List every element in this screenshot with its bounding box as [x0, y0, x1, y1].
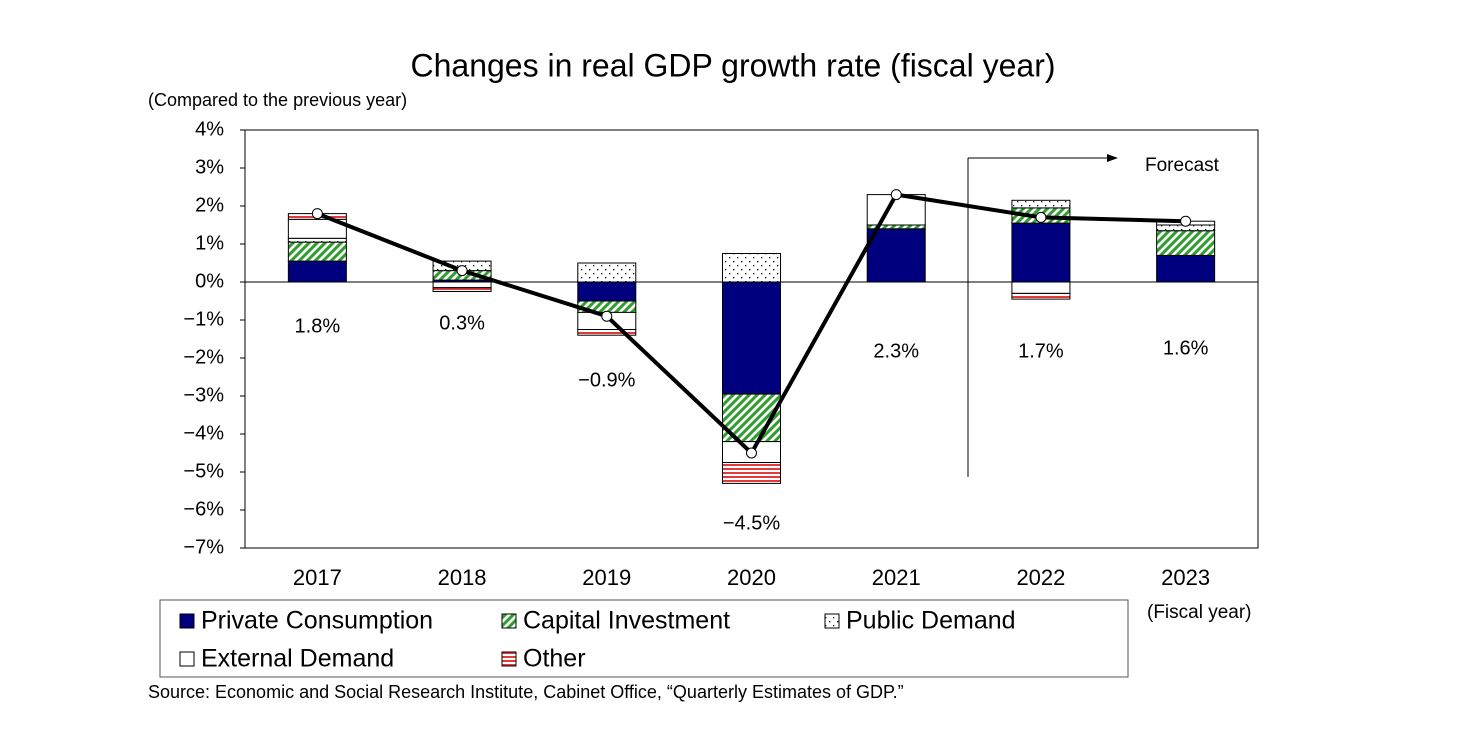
- bar-segment: [1011, 222, 1071, 283]
- data-label: −4.5%: [723, 512, 780, 534]
- y-tick-label: 4%: [195, 118, 224, 140]
- y-tick-label: −3%: [183, 384, 224, 406]
- legend-label: Private Consumption: [201, 607, 433, 635]
- y-tick-label: 2%: [195, 194, 224, 216]
- legend-swatch: [824, 613, 840, 629]
- bar-segment: [287, 237, 347, 243]
- data-label: 1.6%: [1163, 337, 1209, 359]
- annotation: Forecast: [1145, 155, 1220, 176]
- plot-area: [244, 129, 1259, 549]
- legend-swatch: [179, 613, 195, 629]
- legend-swatch: [501, 651, 517, 667]
- bar-segment: [432, 281, 492, 289]
- bar-segment: [577, 281, 637, 302]
- x-tick-label: 2017: [293, 565, 342, 590]
- total-marker: [890, 189, 902, 201]
- y-tick-label: −5%: [183, 460, 224, 482]
- legend-label: Public Demand: [846, 607, 1016, 635]
- data-label: 1.7%: [1018, 340, 1064, 362]
- x-tick-label: 2023: [1161, 565, 1210, 590]
- data-label: 2.3%: [873, 340, 919, 362]
- total-marker: [1180, 215, 1192, 227]
- bar-segment: [722, 281, 781, 395]
- data-label: 0.3%: [439, 312, 485, 334]
- y-tick-label: −1%: [183, 308, 224, 330]
- bar-segment: [1156, 230, 1216, 256]
- y-tick-label: −7%: [183, 536, 224, 558]
- y-axis-label: (Compared to the previous year): [148, 90, 407, 110]
- legend-swatch: [501, 613, 517, 629]
- total-marker: [456, 265, 468, 277]
- bar-segment: [1011, 281, 1071, 294]
- bar-segment: [287, 260, 347, 283]
- source: Source: Economic and Social Research Ins…: [148, 682, 904, 702]
- y-tick-label: −6%: [183, 498, 224, 520]
- total-marker: [311, 208, 323, 220]
- bar-segment: [722, 253, 781, 283]
- y-tick-label: −4%: [183, 422, 224, 444]
- bar-segment: [1011, 199, 1071, 209]
- total-marker: [1035, 211, 1047, 223]
- bar-segment: [722, 462, 781, 484]
- bar-segment: [577, 329, 637, 336]
- bar-segment: [866, 228, 926, 283]
- legend-label: Other: [523, 645, 586, 673]
- x-tick-label: 2021: [872, 565, 921, 590]
- legend-swatch: [179, 651, 195, 667]
- x-tick-label: 2020: [727, 565, 776, 590]
- x-axis-label: (Fiscal year): [1147, 602, 1252, 623]
- y-tick-label: −2%: [183, 346, 224, 368]
- y-tick-label: 1%: [195, 232, 224, 254]
- forecast-arrowhead: [1107, 154, 1118, 162]
- data-label: 1.8%: [295, 315, 341, 337]
- chart-title: Changes in real GDP growth rate (fiscal …: [410, 47, 1055, 83]
- bar-segment: [287, 241, 347, 262]
- x-tick-label: 2022: [1016, 565, 1065, 590]
- bar-segment: [1011, 292, 1071, 300]
- data-label: −0.9%: [578, 369, 635, 391]
- total-marker: [601, 310, 613, 322]
- bar-segment: [432, 287, 492, 293]
- y-tick-label: 3%: [195, 156, 224, 178]
- x-tick-label: 2019: [582, 565, 631, 590]
- legend-label: External Demand: [201, 645, 394, 673]
- legend-box: [159, 599, 1129, 678]
- x-tick-label: 2018: [438, 565, 487, 590]
- bar-segment: [577, 262, 637, 283]
- total-marker: [746, 447, 757, 459]
- y-tick-label: 0%: [195, 270, 224, 292]
- legend-label: Capital Investment: [523, 607, 730, 635]
- bar-segment: [1156, 254, 1216, 283]
